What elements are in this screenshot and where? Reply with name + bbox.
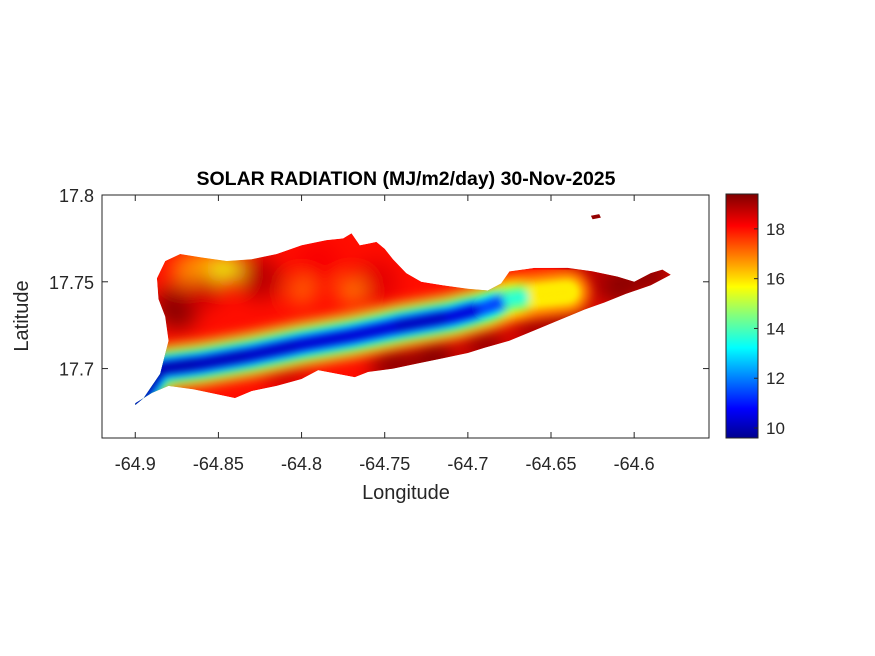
warm-spot	[337, 276, 366, 305]
ridge-segment	[295, 329, 358, 351]
y-tick-label: 17.8	[59, 186, 94, 206]
colorbar-tick-label: 12	[766, 369, 785, 388]
x-tick-label: -64.8	[281, 454, 322, 474]
x-tick-label: -64.65	[525, 454, 576, 474]
x-tick-label: -64.9	[115, 454, 156, 474]
x-tick-label: -64.7	[447, 454, 488, 474]
ridge-segment	[344, 318, 408, 343]
y-tick-label: 17.7	[59, 360, 94, 380]
colorbar-tick-label: 10	[766, 419, 785, 438]
x-axis-label: Longitude	[362, 482, 450, 504]
radiation-map	[135, 214, 671, 405]
hot-spot	[354, 259, 399, 304]
warm-spot	[171, 255, 200, 284]
ridge-segment	[527, 285, 575, 303]
ridge-segment	[394, 310, 458, 332]
colorbar-axis: 10 12 14 16 18	[754, 220, 785, 438]
colorbar-tick-label: 16	[766, 270, 785, 289]
plot-axes-box	[101, 194, 710, 439]
ridge-segment	[195, 348, 259, 370]
x-tick-label: -64.75	[359, 454, 410, 474]
y-axis: 17.7 17.75 17.8	[49, 186, 709, 380]
colorbar-tick-label: 14	[766, 319, 785, 338]
colorbar	[725, 193, 759, 439]
x-tick-label: -64.6	[614, 454, 655, 474]
hot-spot	[237, 256, 282, 301]
y-tick-label: 17.75	[49, 273, 94, 293]
hot-spot	[296, 242, 341, 287]
x-axis: -64.9 -64.85 -64.8 -64.75 -64.7 -64.65 -64.6	[115, 195, 655, 474]
y-axis-label: Latitude	[11, 280, 33, 351]
ridge-segment	[245, 337, 309, 362]
x-tick-label: -64.85	[193, 454, 244, 474]
colorbar-tick-label: 18	[766, 220, 785, 239]
chart-title: SOLAR RADIATION (MJ/m2/day) 30-Nov-2025	[197, 168, 616, 190]
islet	[590, 214, 601, 220]
warm-spot	[287, 276, 316, 305]
warm-spot	[212, 253, 241, 282]
ridge-segment	[153, 356, 209, 376]
